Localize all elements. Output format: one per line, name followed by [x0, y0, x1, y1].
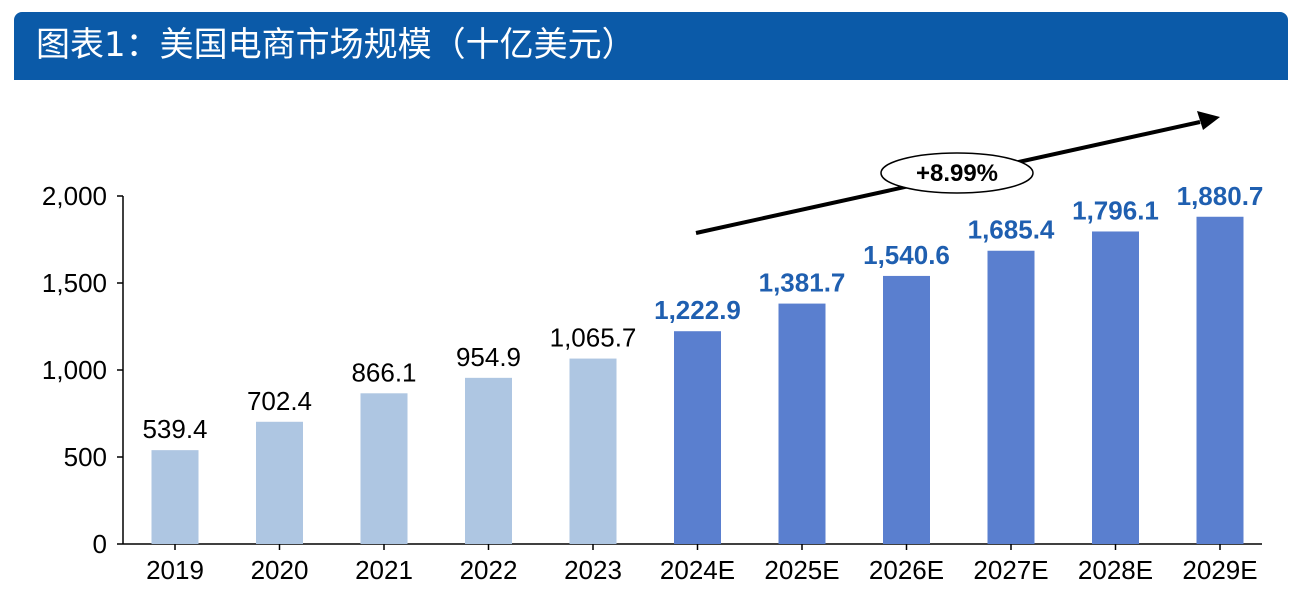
data-label: 954.9	[456, 342, 521, 372]
data-label: 1,222.9	[654, 295, 741, 325]
chart-title: 图表1：美国电商市场规模（十亿美元）	[36, 25, 636, 65]
y-tick-label: 1,000	[42, 355, 107, 385]
bar	[256, 421, 303, 544]
y-tick-label: 0	[93, 529, 107, 559]
data-label: 1,540.6	[863, 240, 950, 270]
bar	[360, 393, 408, 544]
data-label: 1,796.1	[1072, 195, 1159, 225]
x-tick-label: 2023	[564, 555, 622, 585]
bar	[674, 331, 721, 544]
data-label: 1,880.7	[1177, 181, 1264, 211]
x-tick-label: 2024E	[660, 555, 735, 585]
x-tick-label: 2029E	[1182, 555, 1257, 585]
growth-arrow-head	[1197, 111, 1220, 130]
bar	[778, 303, 826, 544]
y-tick-label: 2,000	[42, 181, 107, 211]
x-tick-label: 2026E	[869, 555, 944, 585]
y-tick-label: 1,500	[42, 268, 107, 298]
x-tick-label: 2019	[146, 555, 204, 585]
data-label: 1,381.7	[759, 268, 846, 298]
y-tick-label: 500	[64, 442, 107, 472]
x-tick-label: 2025E	[764, 555, 839, 585]
x-tick-label: 2021	[355, 555, 413, 585]
x-tick-label: 2027E	[973, 555, 1048, 585]
data-label: 1,685.4	[968, 215, 1055, 245]
bar	[569, 358, 617, 544]
bar	[1092, 231, 1139, 544]
growth-rate-label: +8.99%	[916, 160, 998, 187]
growth-ellipse	[880, 152, 1034, 194]
data-label: 1,065.7	[550, 323, 637, 353]
data-label: 866.1	[351, 357, 416, 387]
x-tick-label: 2020	[251, 555, 309, 585]
bar	[151, 450, 199, 544]
bar	[883, 275, 930, 544]
bar	[987, 250, 1035, 544]
bar	[1196, 216, 1244, 545]
data-label: 539.4	[142, 414, 207, 444]
x-tick-label: 2022	[460, 555, 518, 585]
data-label: 702.4	[247, 386, 312, 416]
bar	[465, 377, 512, 544]
x-tick-label: 2028E	[1078, 555, 1153, 585]
title-bar: 图表1：美国电商市场规模（十亿美元）	[14, 12, 1288, 80]
